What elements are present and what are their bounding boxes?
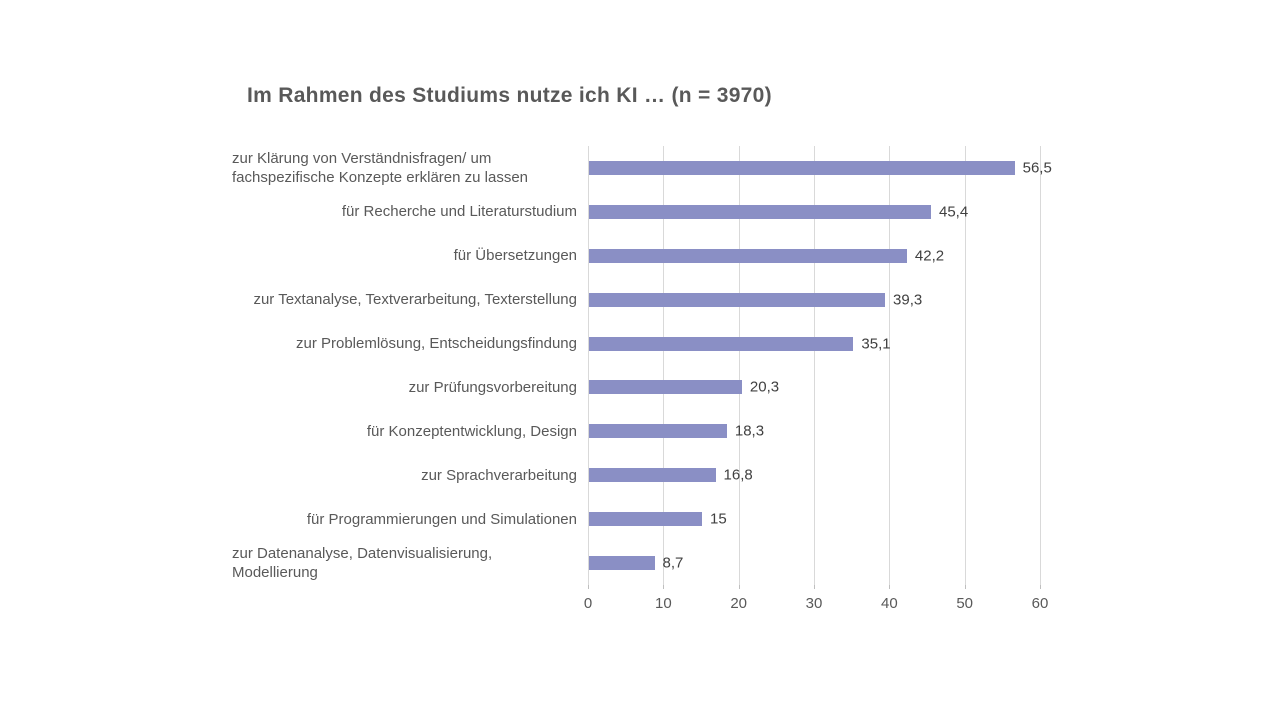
x-tick-label: 50 xyxy=(956,595,973,612)
category-label: für Programmierungen und Simulationen xyxy=(178,497,577,541)
category-label-text: zur Problemlösung, Entscheidungsfindung xyxy=(295,335,577,353)
bar xyxy=(589,204,931,219)
bar xyxy=(589,468,716,483)
x-tick-label: 30 xyxy=(805,595,823,612)
x-tick-label: 40 xyxy=(880,595,898,612)
category-label: für Übersetzungen xyxy=(178,234,577,278)
category-label: für Recherche und Literaturstudium xyxy=(178,190,577,234)
category-label: zur Problemlösung, Entscheidungsfindung xyxy=(178,322,577,366)
category-label-text: für Konzeptentwicklung, Design xyxy=(366,422,577,440)
bar xyxy=(589,336,854,351)
value-label: 18,3 xyxy=(734,422,765,440)
category-label-text: zur Datenanalyse, Datenvisualisierung, M… xyxy=(232,545,493,582)
gridline xyxy=(964,146,966,585)
x-axis-tick xyxy=(889,585,891,589)
bar xyxy=(589,424,727,439)
x-tick-label: 60 xyxy=(1031,595,1049,612)
gridline xyxy=(889,146,891,585)
bar xyxy=(589,512,702,527)
value-label: 39,3 xyxy=(893,291,923,309)
value-label: 45,4 xyxy=(939,203,969,221)
value-label: 15 xyxy=(710,510,727,528)
value-label: 56,5 xyxy=(1022,159,1052,177)
category-label-text: zur Klärung von Verständnisfragen/ um fa… xyxy=(232,149,529,186)
value-label: 42,2 xyxy=(914,247,945,265)
category-label-text: zur Sprachverarbeitung xyxy=(421,466,577,484)
bar xyxy=(589,160,1015,175)
bar xyxy=(589,380,742,395)
category-label: zur Datenanalyse, Datenvisualisierung, M… xyxy=(178,541,577,585)
category-label: zur Klärung von Verständnisfragen/ um fa… xyxy=(178,146,577,190)
category-label-text: für Übersetzungen xyxy=(453,247,577,265)
x-axis-tick xyxy=(964,585,966,589)
category-label: für Konzeptentwicklung, Design xyxy=(178,409,577,453)
x-axis-tick xyxy=(814,585,815,589)
chart-title: Im Rahmen des Studiums nutze ich KI … (n… xyxy=(247,84,772,107)
value-label: 20,3 xyxy=(749,378,780,396)
x-axis-tick xyxy=(1040,585,1041,589)
category-label-text: für Recherche und Literaturstudium xyxy=(341,203,577,221)
gridline xyxy=(588,146,589,585)
gridline xyxy=(738,146,740,585)
value-label: 8,7 xyxy=(662,554,684,572)
x-axis-tick xyxy=(663,585,665,589)
category-label: zur Sprachverarbeitung xyxy=(178,453,577,497)
gridline xyxy=(1040,146,1041,585)
category-label: zur Prüfungsvorbereitung xyxy=(178,366,577,410)
x-tick-label: 10 xyxy=(654,595,672,612)
gridline xyxy=(663,146,665,585)
bar xyxy=(589,248,907,263)
x-axis-tick xyxy=(588,585,589,589)
x-tick-label: 20 xyxy=(730,595,747,612)
value-label: 16,8 xyxy=(723,466,753,484)
category-label-text: zur Textanalyse, Textverarbeitung, Texte… xyxy=(253,291,577,309)
category-label-text: für Programmierungen und Simulationen xyxy=(306,510,577,528)
category-label-text: zur Prüfungsvorbereitung xyxy=(408,378,577,396)
x-axis-tick xyxy=(738,585,740,589)
bar xyxy=(589,556,655,571)
x-tick-label: 0 xyxy=(583,595,593,612)
bar xyxy=(589,292,886,307)
gridline xyxy=(814,146,815,585)
value-label: 35,1 xyxy=(861,335,891,353)
category-label: zur Textanalyse, Textverarbeitung, Texte… xyxy=(178,278,577,322)
